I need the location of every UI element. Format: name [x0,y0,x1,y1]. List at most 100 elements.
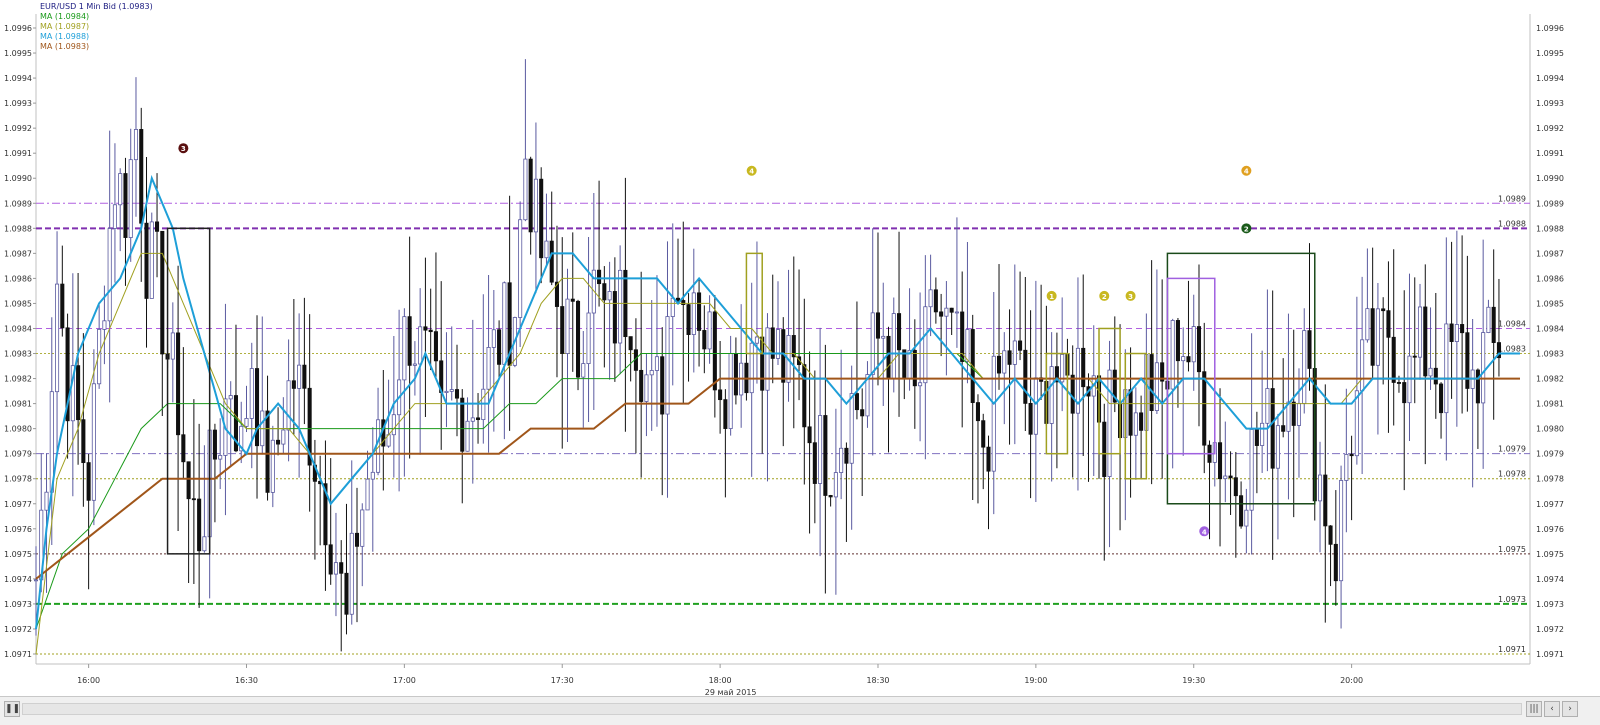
candle-body-8 [76,365,81,421]
marker-circle-4 [1046,290,1057,301]
x-tick-6: 19:00 [1024,676,1047,685]
candle-body-41 [249,368,254,419]
candle-body-173 [944,307,949,317]
candle-body-97 [544,240,549,259]
pattern-box-1 [745,252,763,355]
marker-circle-0 [178,143,189,154]
pause-icon[interactable]: ❚❚ [4,701,20,717]
candle-body-48 [286,380,291,431]
candle-body-144 [791,335,796,358]
level-label-3: 1.0983 [1498,345,1526,354]
candle-body-166 [907,349,912,380]
candle-body-75 [428,329,433,333]
candle-body-188 [1023,349,1028,404]
bottom-scroll-bar: ❚❚ ||| ‹ › [0,696,1600,725]
candle-body-93 [523,158,528,221]
candle-body-270 [1454,324,1459,342]
candle-body-137 [754,336,759,344]
candle-body-222 [1202,371,1207,446]
x-tick-3: 17:30 [551,676,574,685]
candle-body-6 [65,327,70,422]
candle-body-125 [691,292,696,335]
candle-body-163 [891,313,896,380]
y-tick-left-0: 1.0996 [4,24,32,33]
scrollbar-track[interactable] [22,703,1522,715]
y-tick-left-1: 1.0995 [4,49,32,58]
y-tick-right-24: 1.0972 [1536,625,1564,634]
candle-body-260 [1402,382,1407,404]
y-tick-right-13: 1.0983 [1536,350,1564,359]
candle-body-176 [960,311,965,362]
candle-body-58 [339,562,344,574]
ma-legend-item-1: MA (1.0987) [40,22,90,31]
candle-body-245 [1323,474,1328,527]
candle-body-100 [560,306,565,354]
marker-label-3: 2 [1244,225,1249,233]
candle-body-250 [1349,454,1354,457]
candle-body-130 [718,389,723,401]
candle-body-235 [1270,388,1275,469]
candle-body-21 [144,222,149,299]
marker-label-7: 4 [1202,528,1207,536]
candle-body-51 [302,364,307,389]
y-tick-left-21: 1.0975 [4,550,32,559]
candle-body-80 [454,389,460,399]
x-tick-5: 18:30 [866,676,889,685]
candle-body-127 [702,330,707,350]
candle-body-57 [333,562,338,575]
candle-body-99 [554,281,560,307]
level-label-5: 1.0978 [1498,470,1526,479]
candle-body-63 [365,478,370,511]
candle-body-157 [860,409,865,417]
candle-body-61 [354,532,360,547]
price-chart[interactable]: 1.0996 1.0996 1.0995 1.0995 1.0994 1.0994 1.09… [0,0,1600,696]
candle-body-42 [254,368,260,447]
chevron-right-icon[interactable]: › [1562,701,1578,717]
candle-body-2 [44,491,49,511]
candle-body-18 [128,159,133,238]
y-tick-left-24: 1.0972 [4,625,32,634]
candle-body-79 [449,389,454,392]
candle-body-113 [628,336,633,351]
candle-body-64 [370,471,375,480]
candle-body-10 [86,462,91,501]
candle-body-230 [1244,509,1249,527]
scroll-grip-icon[interactable]: ||| [1526,701,1542,717]
y-tick-left-15: 1.0981 [4,400,32,409]
level-label-0: 1.0989 [1498,194,1526,203]
candle-body-225 [1218,442,1223,480]
ma-legend-item-3: MA (1.0983) [40,42,90,51]
candle-body-189 [1028,402,1033,435]
y-tick-right-17: 1.0979 [1536,450,1564,459]
candle-body-233 [1260,422,1265,446]
candle-body-39 [239,425,244,452]
candle-body-252 [1360,339,1365,392]
candle-body-108 [602,283,607,301]
candle-body-244 [1317,474,1323,502]
candle-body-35 [218,455,223,460]
candle-body-49 [291,380,296,389]
candle-body-82 [465,420,470,452]
candle-body-9 [81,419,86,464]
candle-body-198 [1075,347,1080,414]
x-tick-0: 16:00 [77,676,100,685]
y-tick-right-10: 1.0986 [1536,274,1564,283]
candle-body-268 [1444,323,1449,414]
y-tick-left-14: 1.0982 [4,375,32,384]
candle-body-131 [723,399,728,429]
y-tick-right-25: 1.0971 [1536,650,1564,659]
candle-body-136 [749,342,754,394]
candle-body-146 [802,364,807,428]
candle-body-147 [807,426,812,444]
candle-body-40 [244,418,249,427]
chevron-left-icon[interactable]: ‹ [1544,701,1560,717]
candle-body-71 [407,316,412,366]
y-tick-left-20: 1.0976 [4,525,32,534]
candle-body-162 [886,335,891,380]
candle-body-193 [1049,366,1054,424]
level-label-6: 1.0975 [1498,545,1526,554]
y-tick-left-10: 1.0986 [4,274,32,283]
y-tick-right-21: 1.0975 [1536,550,1564,559]
candle-body-248 [1339,480,1344,582]
